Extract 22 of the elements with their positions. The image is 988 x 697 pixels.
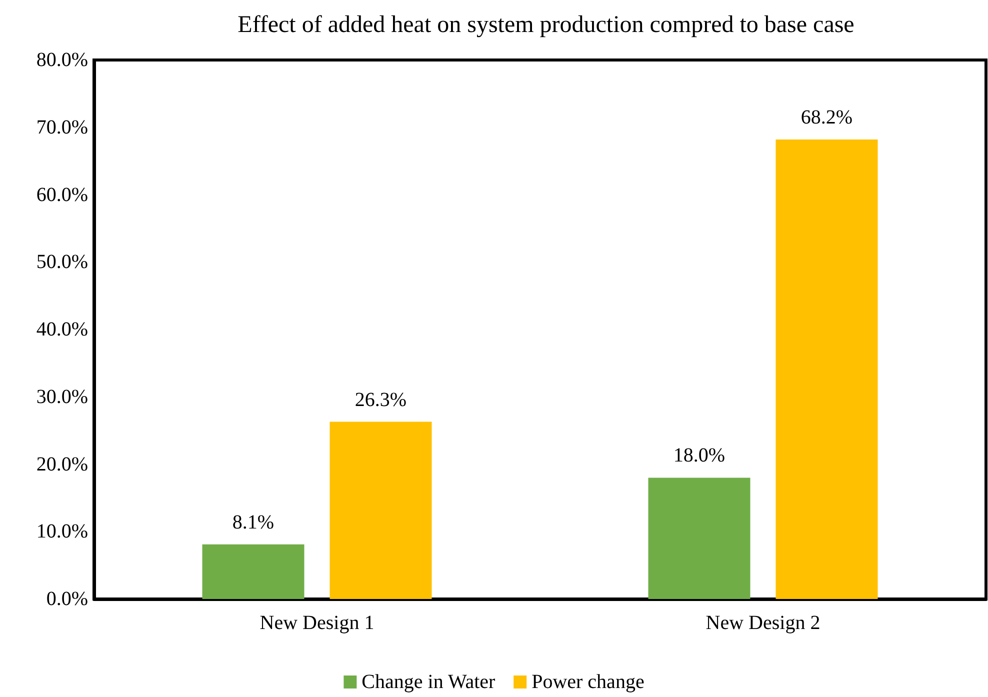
data-label: 68.2% bbox=[800, 106, 853, 129]
data-label: 8.1% bbox=[232, 511, 274, 534]
y-tick-label: 50.0% bbox=[36, 251, 88, 274]
chart-title: Effect of added heat on system production compred to base case bbox=[238, 12, 854, 38]
bar bbox=[648, 478, 750, 599]
y-tick-label: 80.0% bbox=[36, 49, 88, 71]
data-label: 26.3% bbox=[354, 388, 407, 411]
y-tick-label: 30.0% bbox=[36, 386, 88, 408]
y-tick-label: 0.0% bbox=[46, 588, 88, 610]
x-tick-label: New Design 1 bbox=[260, 612, 374, 634]
y-tick-label: 60.0% bbox=[36, 184, 88, 206]
x-tick-label: New Design 2 bbox=[706, 612, 820, 634]
y-tick-label: 70.0% bbox=[36, 116, 88, 138]
y-tick-label: 40.0% bbox=[36, 318, 88, 340]
legend-label: Power change bbox=[532, 671, 644, 693]
legend-label: Change in Water bbox=[362, 671, 496, 693]
bar bbox=[330, 422, 432, 599]
bar bbox=[202, 544, 304, 599]
data-label: 18.0% bbox=[673, 444, 726, 467]
y-tick-label: 10.0% bbox=[36, 520, 88, 543]
bar bbox=[776, 140, 878, 599]
y-tick-label: 20.0% bbox=[36, 453, 88, 476]
